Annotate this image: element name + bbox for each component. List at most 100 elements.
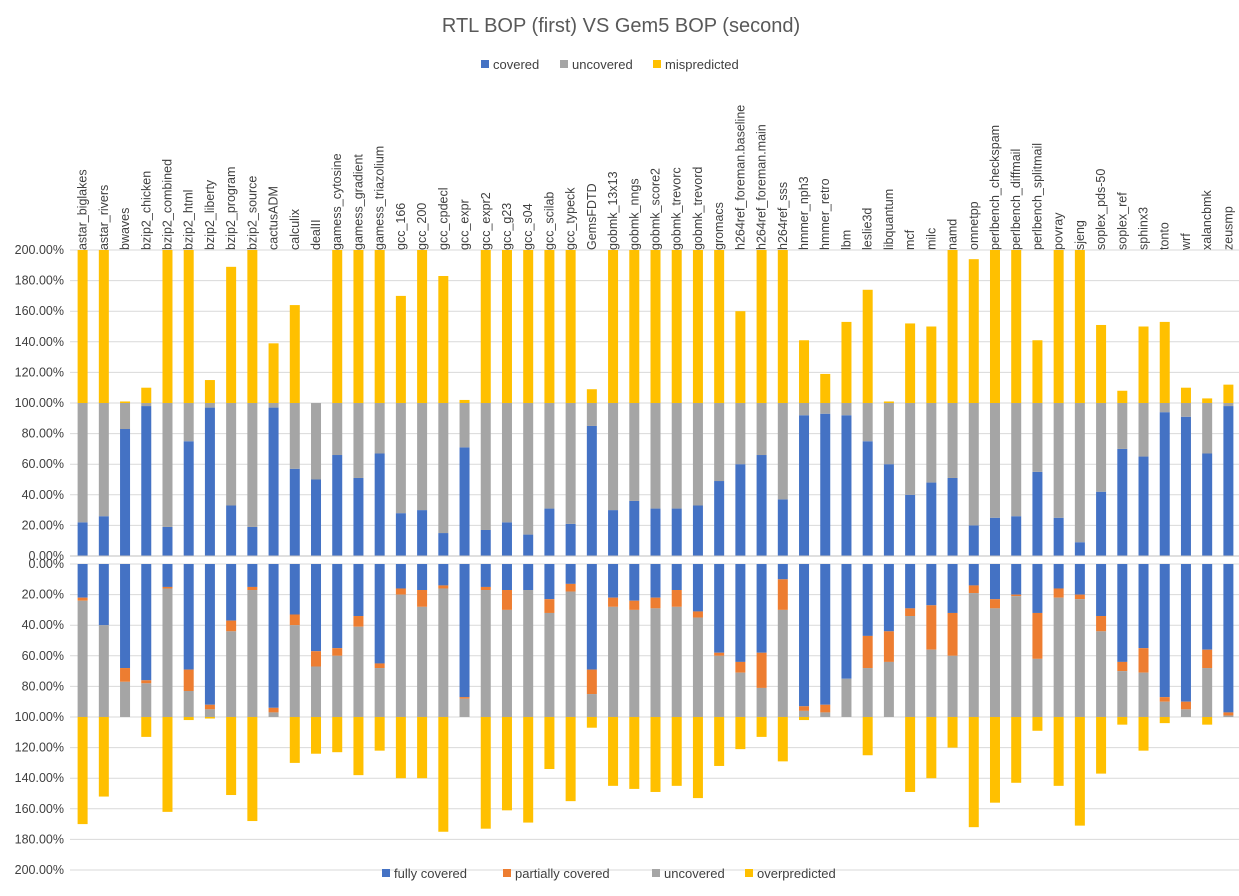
bar-segment <box>162 588 173 717</box>
bar-segment <box>1074 403 1085 543</box>
category-label: calculix <box>288 208 302 250</box>
bar-segment <box>226 403 237 506</box>
bar-segment <box>905 564 916 609</box>
bar-segment <box>1138 456 1149 556</box>
bar-segment <box>947 477 958 556</box>
bar-segment <box>268 343 279 403</box>
bar-segment <box>459 697 470 699</box>
bar-segment <box>1117 390 1128 403</box>
bar-segment <box>1180 387 1191 403</box>
bar-segment <box>204 709 215 717</box>
category-label: soplex_pds-50 <box>1094 169 1108 250</box>
bar-segment <box>756 250 767 403</box>
bar-segment <box>1117 661 1128 672</box>
bar-segment <box>862 635 873 669</box>
bar-segment <box>968 564 979 586</box>
bar-segment <box>947 403 958 478</box>
category-label: sjeng <box>1073 220 1087 250</box>
bar-segment <box>98 250 109 403</box>
bar-segment <box>777 564 788 580</box>
category-label: bzip2_combined <box>160 159 174 250</box>
bar-segment <box>311 717 322 754</box>
bar-segment <box>862 668 873 717</box>
category-label: gcc_s04 <box>521 203 535 250</box>
category-label: bzip2_source <box>245 176 259 250</box>
bar-segment <box>968 525 979 556</box>
bar-segment <box>353 564 364 617</box>
bar-segment <box>1180 403 1191 417</box>
bar-segment <box>650 250 661 403</box>
bar-segment <box>629 403 640 501</box>
bar-segment <box>820 373 831 403</box>
bar-segment <box>926 564 937 606</box>
bar-segment <box>523 590 534 717</box>
bar-segment <box>226 564 237 621</box>
bar-segment <box>523 534 534 556</box>
bar-segment <box>289 564 300 615</box>
category-label: lbm <box>839 230 853 250</box>
bar-segment <box>1223 403 1234 407</box>
legend-bottom: fully covered partially covered uncovered o… <box>382 866 836 881</box>
bar-segment <box>459 564 470 698</box>
bar-segment <box>841 321 852 403</box>
bar-segment <box>1159 717 1170 724</box>
bar-segment <box>332 648 343 656</box>
bar-segment <box>671 564 682 591</box>
bar-segment <box>544 508 555 556</box>
bar-segment <box>586 425 597 556</box>
bar-segment <box>289 717 300 763</box>
bar-segment <box>395 295 406 403</box>
bar-segment <box>968 585 979 594</box>
bar-segment <box>247 250 258 403</box>
category-label: gobmk_score2 <box>649 168 663 250</box>
category-label: gcc_scilab <box>542 192 556 250</box>
bar-segment <box>120 564 131 669</box>
bar-segment <box>141 403 152 407</box>
bar-segment <box>204 407 215 556</box>
bar-segment <box>692 505 703 556</box>
bar-segment <box>247 586 258 591</box>
category-label: dealII <box>309 219 323 250</box>
bar-segment <box>459 447 470 556</box>
bar-segment <box>77 250 88 403</box>
bar-segment <box>947 612 958 656</box>
bar-segment <box>629 600 640 610</box>
bar-segment <box>1202 398 1213 403</box>
bar-segment <box>98 625 109 717</box>
category-label: gcc_200 <box>415 203 429 250</box>
bar-segment <box>799 564 810 707</box>
bar-segment <box>883 464 894 556</box>
bar-segment <box>1117 403 1128 449</box>
bar-segment <box>586 389 597 403</box>
bar-segment <box>77 522 88 556</box>
bar-segment <box>1011 594 1022 597</box>
category-label: gcc_cpdecl <box>436 187 450 250</box>
bar-segment <box>438 403 449 534</box>
bar-segment <box>374 250 385 403</box>
legend-label: mispredicted <box>665 57 739 72</box>
bar-segment <box>692 717 703 799</box>
bar-segment <box>417 590 428 607</box>
y-tick-label: 100.00% <box>15 710 64 724</box>
bar-segment <box>565 250 576 403</box>
bar-segment <box>120 401 131 403</box>
bar-segment <box>141 564 152 681</box>
bar-segment <box>820 712 831 717</box>
bar-segment <box>989 599 1000 609</box>
y-tick-label: 120.00% <box>15 741 64 755</box>
bar-segment <box>586 669 597 695</box>
bar-segment <box>268 712 279 717</box>
bar-segment <box>501 250 512 403</box>
bar-segment <box>841 403 852 416</box>
category-label: h264ref_foreman.main <box>755 124 769 250</box>
bar-segment <box>141 683 152 717</box>
bar-segment <box>1053 564 1064 589</box>
bar-segment <box>586 403 597 426</box>
legend-swatch <box>503 869 511 877</box>
bar-segment <box>735 717 746 750</box>
bar-segment <box>226 266 237 403</box>
category-label: gobmk_trevord <box>691 167 705 250</box>
bar-segment <box>799 717 810 721</box>
bar-segment <box>608 510 619 556</box>
bar-segment <box>862 403 873 442</box>
